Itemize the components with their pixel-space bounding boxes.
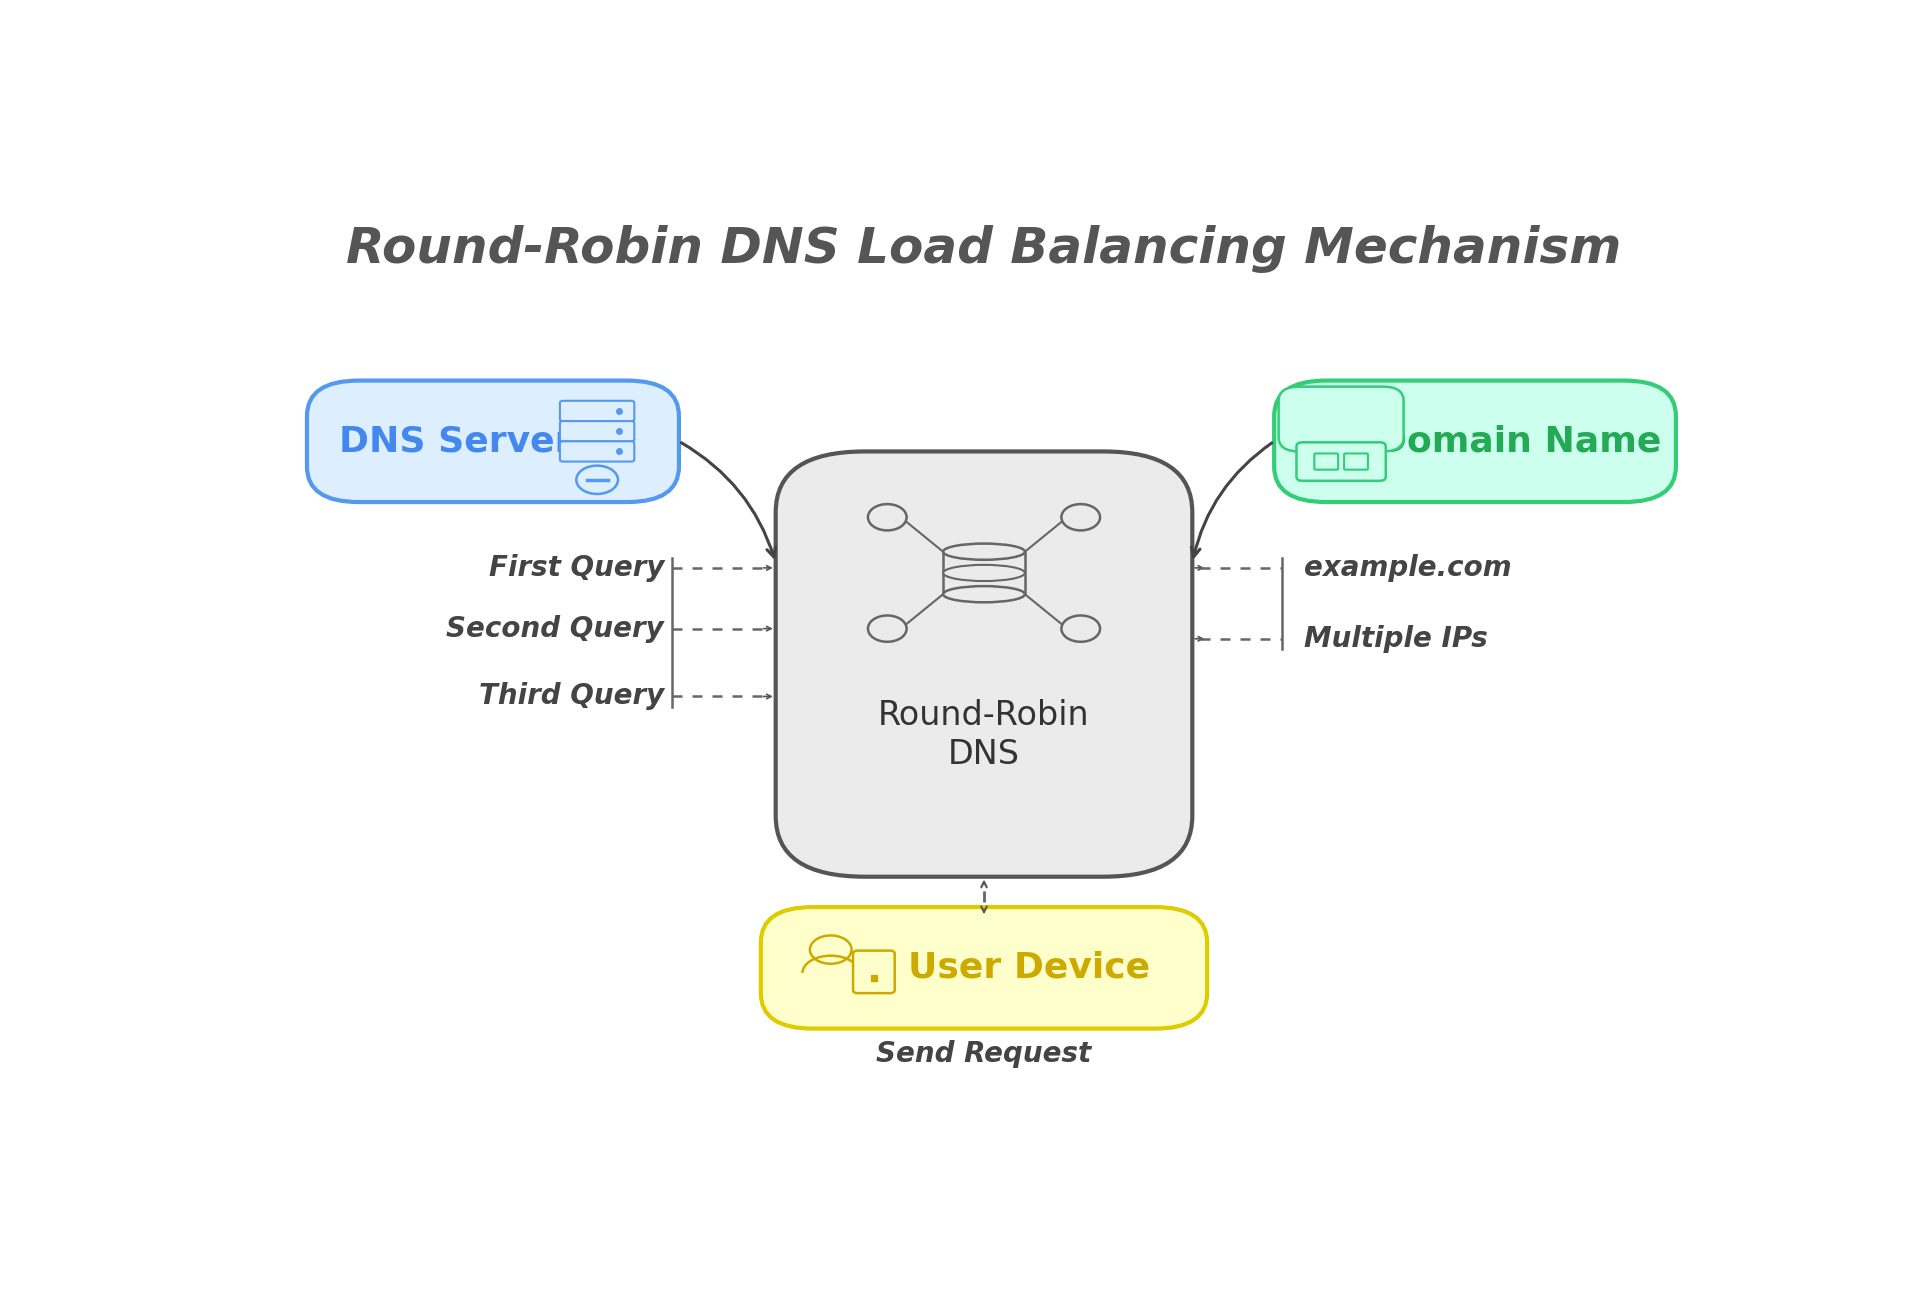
Circle shape: [1062, 615, 1100, 642]
FancyBboxPatch shape: [1279, 387, 1404, 451]
Circle shape: [868, 615, 906, 642]
Ellipse shape: [943, 565, 1025, 581]
FancyBboxPatch shape: [307, 380, 680, 502]
FancyBboxPatch shape: [1275, 380, 1676, 502]
Text: Domain Name: Domain Name: [1377, 425, 1663, 459]
Circle shape: [576, 466, 618, 494]
Circle shape: [810, 935, 852, 964]
FancyBboxPatch shape: [1296, 442, 1386, 481]
FancyBboxPatch shape: [561, 421, 634, 442]
Text: Send Request: Send Request: [876, 1040, 1092, 1068]
FancyBboxPatch shape: [852, 951, 895, 993]
FancyBboxPatch shape: [760, 907, 1208, 1028]
FancyBboxPatch shape: [1344, 454, 1367, 469]
FancyBboxPatch shape: [1315, 454, 1338, 469]
Text: Multiple IPs: Multiple IPs: [1304, 625, 1488, 652]
FancyBboxPatch shape: [776, 451, 1192, 877]
Circle shape: [868, 504, 906, 530]
FancyBboxPatch shape: [561, 401, 634, 421]
FancyBboxPatch shape: [561, 442, 634, 462]
Text: Round-Robin DNS Load Balancing Mechanism: Round-Robin DNS Load Balancing Mechanism: [346, 225, 1622, 274]
Circle shape: [1062, 504, 1100, 530]
Text: example.com: example.com: [1304, 554, 1511, 581]
Text: DNS Server: DNS Server: [340, 425, 572, 459]
Text: Round-Robin
DNS: Round-Robin DNS: [877, 700, 1091, 771]
Text: Third Query: Third Query: [478, 682, 664, 710]
Ellipse shape: [943, 543, 1025, 560]
Ellipse shape: [943, 586, 1025, 602]
Text: User Device: User Device: [908, 951, 1150, 985]
Text: First Query: First Query: [488, 554, 664, 581]
Text: Second Query: Second Query: [445, 614, 664, 643]
